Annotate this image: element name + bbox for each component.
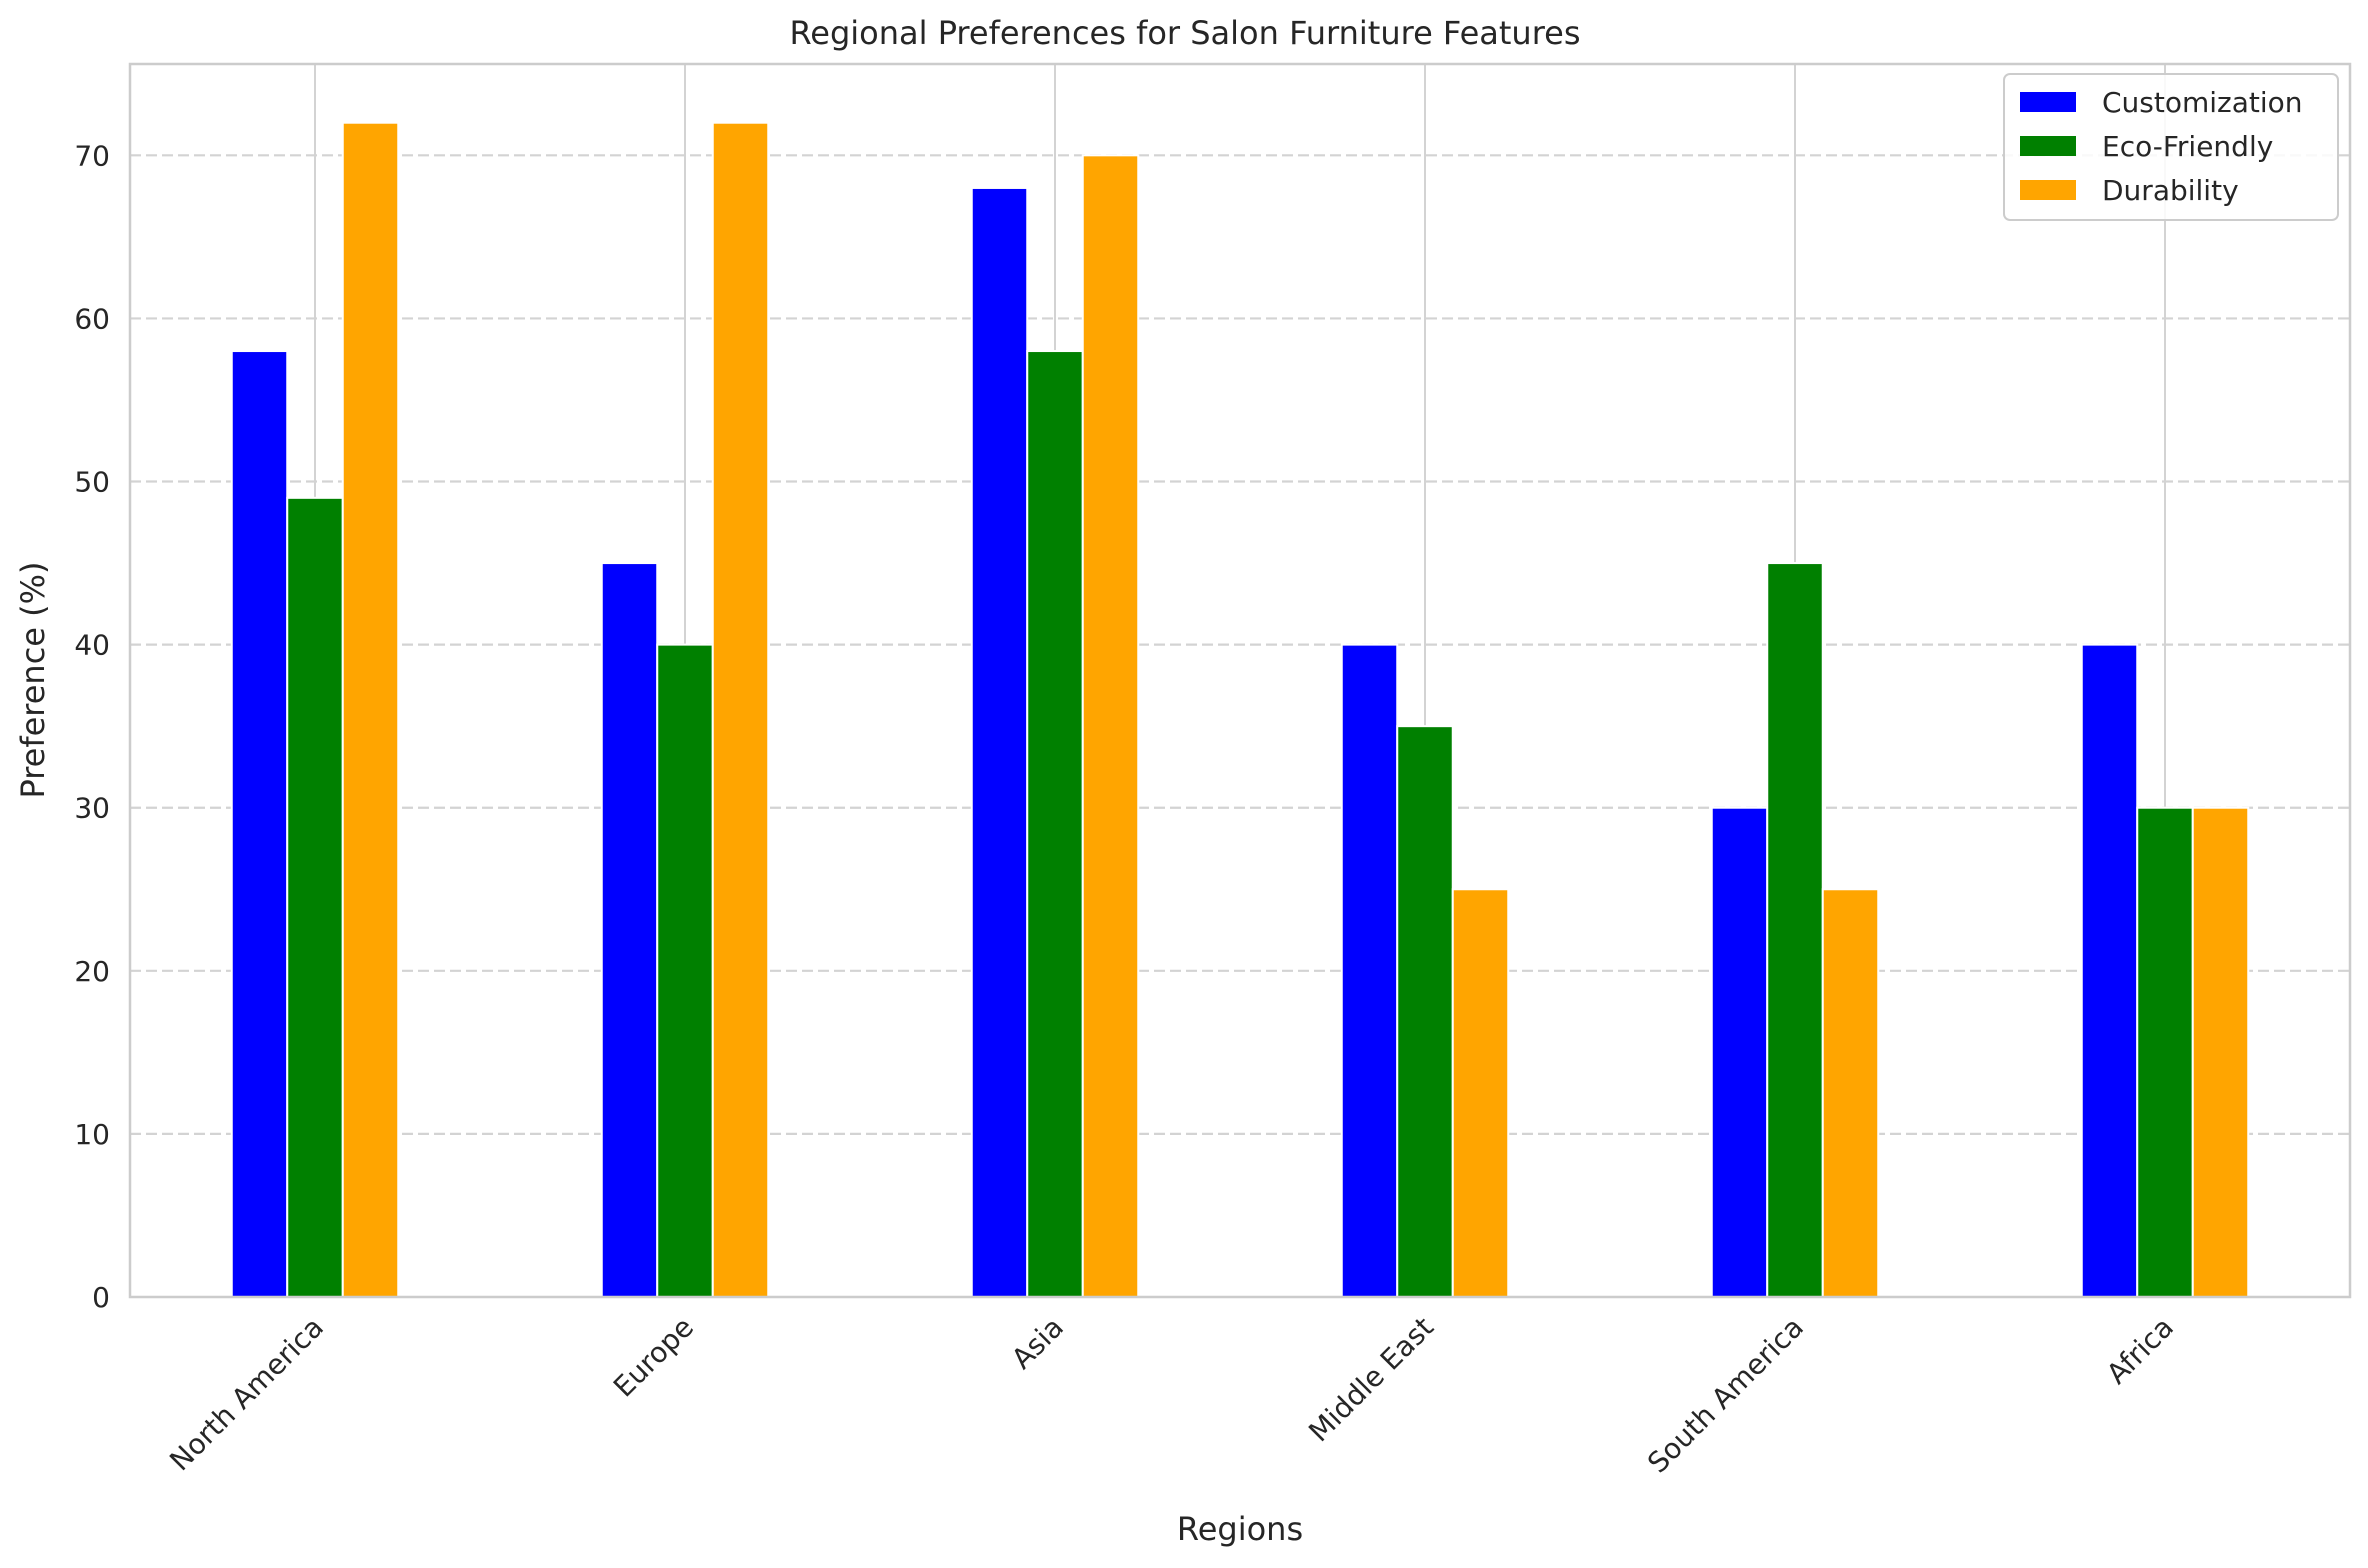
bar <box>656 643 714 1298</box>
legend-entry: Eco-Friendly <box>2102 130 2273 163</box>
legend-entry: Customization <box>2102 86 2303 119</box>
bar <box>1026 350 1084 1298</box>
y-tick-label: 50 <box>74 466 110 499</box>
bar <box>286 496 344 1299</box>
bar <box>2080 643 2139 1298</box>
legend-swatch <box>2020 136 2076 156</box>
bar <box>1081 154 1140 1298</box>
legend-entry: Durability <box>2102 174 2239 207</box>
bar <box>1396 725 1454 1298</box>
bar <box>711 121 770 1299</box>
y-tick-label: 30 <box>74 792 110 825</box>
bar <box>1451 888 1510 1298</box>
bar <box>1821 888 1880 1298</box>
legend-swatch <box>2020 92 2076 112</box>
series-durability <box>341 121 2250 1299</box>
chart-title: Regional Preferences for Salon Furniture… <box>789 14 1580 52</box>
bar <box>2136 806 2194 1298</box>
x-axis-label: Regions <box>1177 1510 1303 1548</box>
y-tick-label: 20 <box>74 955 110 988</box>
bar <box>970 186 1029 1298</box>
bar <box>1710 806 1769 1298</box>
bar <box>341 121 400 1299</box>
bar <box>1340 643 1399 1298</box>
y-tick-label: 60 <box>74 302 110 335</box>
legend-swatch <box>2020 180 2076 200</box>
axes-frame <box>128 62 2352 1299</box>
series-eco-friendly <box>286 350 2194 1299</box>
series-customization <box>230 186 2139 1298</box>
legend-box <box>2003 73 2339 221</box>
bar <box>600 562 659 1298</box>
y-tick-label: 0 <box>92 1281 110 1314</box>
y-axis-label: Preference (%) <box>14 561 52 798</box>
y-tick-label: 40 <box>74 629 110 662</box>
bar <box>230 350 289 1298</box>
bar <box>1766 562 1824 1298</box>
y-tick-label: 70 <box>74 139 110 172</box>
bar <box>2191 806 2250 1298</box>
legend: Customization Eco-Friendly Durability <box>2003 73 2339 221</box>
y-tick-label: 10 <box>74 1118 110 1151</box>
